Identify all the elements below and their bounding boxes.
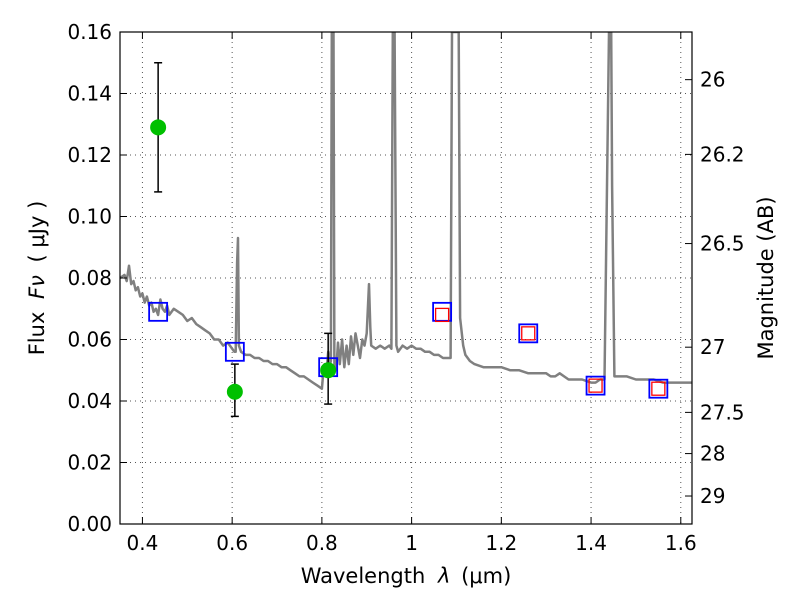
x-tick-label: 0.6 xyxy=(216,531,248,555)
model-spectrum-layer xyxy=(120,32,692,390)
model-spectrum-line xyxy=(120,32,692,390)
y-tick-label: 0.00 xyxy=(67,512,112,536)
y2-axis-title: Magnitude (AB) xyxy=(754,196,778,359)
y-tick-label: 0.04 xyxy=(67,389,112,413)
observed-photometry-square xyxy=(651,381,666,396)
detection-point xyxy=(226,383,243,400)
photometry-markers xyxy=(148,62,669,418)
observed-photometry-square xyxy=(588,378,603,393)
detection-point xyxy=(150,119,167,136)
y-tick-label: 0.08 xyxy=(67,266,112,290)
x-tick-label: 1.2 xyxy=(485,531,517,555)
detection-point xyxy=(320,362,337,379)
observed-photometry-square xyxy=(521,326,536,341)
y-tick-label: 0.14 xyxy=(67,82,112,106)
y-tick-label: 0.16 xyxy=(67,20,112,44)
mag-tick-label: 26 xyxy=(700,68,725,92)
mag-tick-label: 28 xyxy=(700,442,725,466)
y-tick-label: 0.02 xyxy=(67,451,112,475)
model-photometry-square xyxy=(585,375,606,396)
y-tick-label: 0.12 xyxy=(67,143,112,167)
x-tick-label: 0.8 xyxy=(306,531,338,555)
model-photometry-square xyxy=(648,378,669,399)
mag-tick-label: 29 xyxy=(700,484,725,508)
observed-photometry-square xyxy=(434,307,450,323)
y-tick-label: 0.10 xyxy=(67,205,112,229)
mag-tick-label: 26.2 xyxy=(700,142,745,166)
x-tick-label: 1.4 xyxy=(575,531,607,555)
y-axis-title: Flux Fν ( μJy ) xyxy=(25,201,49,356)
x-tick-label: 1.6 xyxy=(665,531,697,555)
x-axis-title: Wavelength λ (μm) xyxy=(301,564,512,588)
mag-tick-label: 27.5 xyxy=(700,400,745,424)
model-photometry-square xyxy=(224,341,245,362)
mag-tick-label: 26.5 xyxy=(700,232,745,256)
x-tick-label: 0.4 xyxy=(127,531,159,555)
y-tick-label: 0.06 xyxy=(67,328,112,352)
axis-ticks: 0.4 0.6 0.8 1 1.2 1.4 1.6 0.00 0.02 0.04 0.06 0.08 0… xyxy=(67,20,744,555)
mag-tick-label: 27 xyxy=(700,335,725,359)
model-photometry-square xyxy=(148,301,169,322)
model-photometry-square xyxy=(518,323,539,344)
x-tick-label: 1 xyxy=(405,531,418,555)
